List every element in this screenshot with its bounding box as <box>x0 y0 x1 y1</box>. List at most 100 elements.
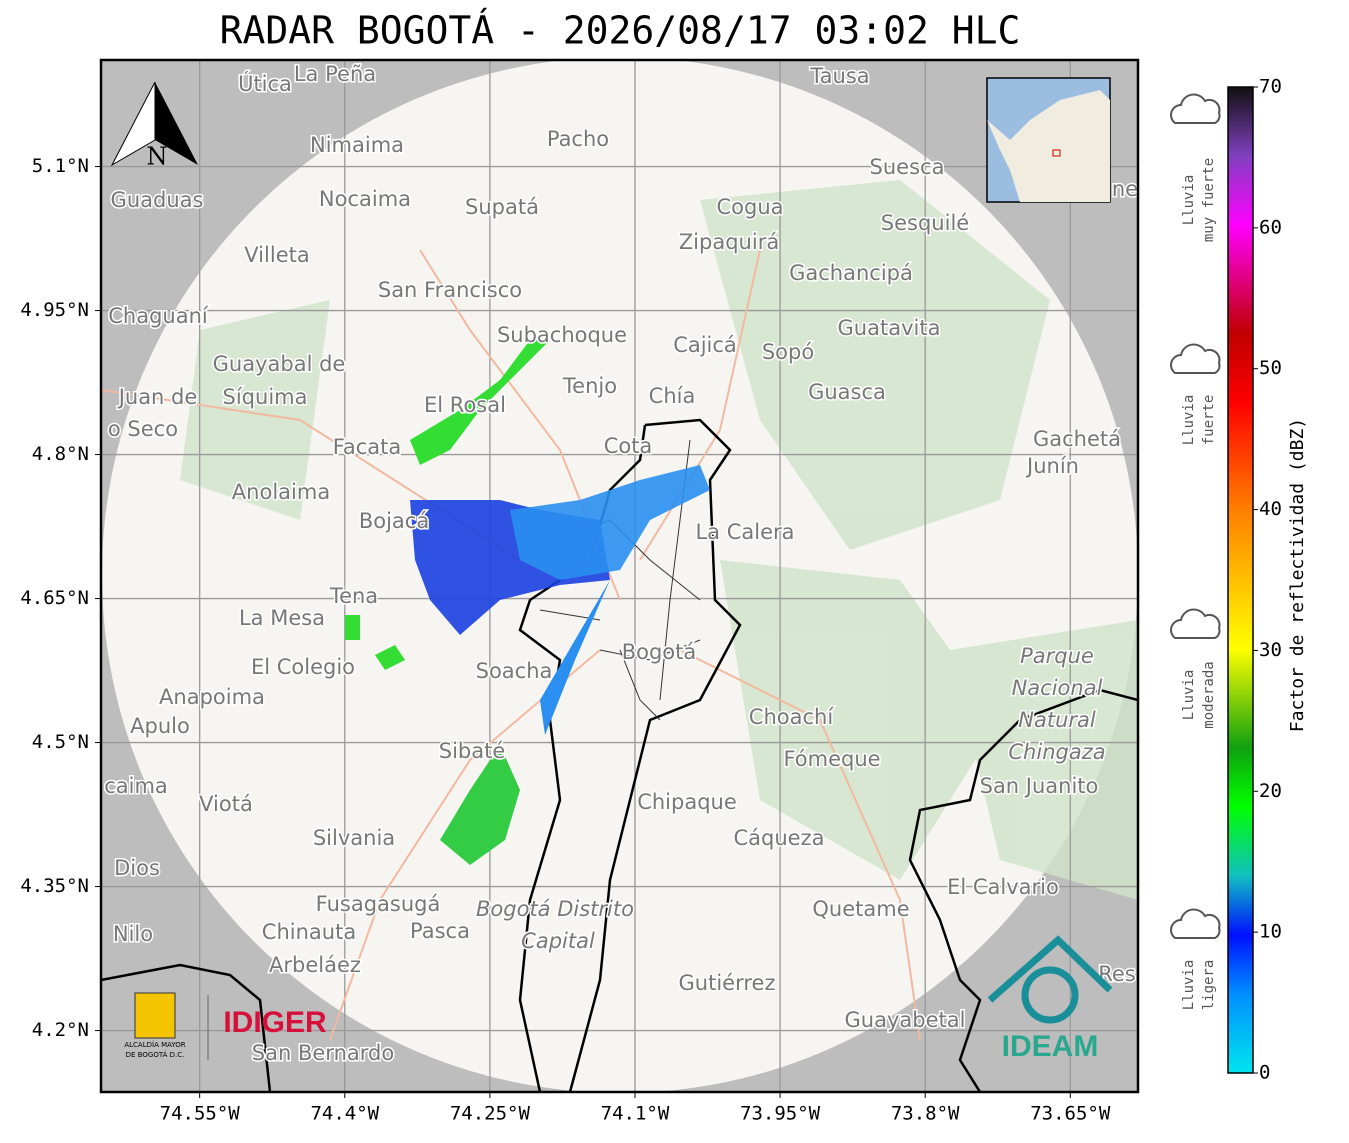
place-label: La Peña <box>294 62 376 86</box>
place-label: Síquima <box>223 385 308 409</box>
place-label: El Colegio <box>251 655 355 679</box>
category-label: ligera <box>1201 960 1217 1011</box>
place-label: Bogotá <box>622 640 697 664</box>
colorbar-label: Factor de reflectividad (dBZ) <box>1287 418 1308 732</box>
category-label: Lluvia <box>1181 175 1197 226</box>
category-label: moderada <box>1201 661 1217 728</box>
district-label: Capital <box>521 929 595 953</box>
category-label: muy fuerte <box>1201 158 1217 242</box>
place-label: Cogua <box>716 195 783 219</box>
y-tick-label: 4.65°N <box>20 587 89 609</box>
terrain <box>180 180 1138 900</box>
y-tick-label: 4.35°N <box>20 875 89 897</box>
axes: 74.55°W 74.4°W 74.25°W 74.1°W 73.95°W 73.8°W 7… <box>20 155 1111 1124</box>
colorbar-tick-label: 40 <box>1259 498 1282 520</box>
x-tick-label: 74.1°W <box>601 1103 670 1125</box>
place-label: Cajicá <box>673 333 737 357</box>
map-frame <box>99 58 1140 1094</box>
x-tick-label: 73.95°W <box>740 1103 821 1125</box>
place-label: Sesquilé <box>881 211 969 235</box>
category-label: Lluvia <box>1181 395 1197 446</box>
colorbar-tick-label: 20 <box>1259 780 1282 802</box>
radar-range <box>102 60 1138 1092</box>
place-label: Supatá <box>465 195 539 219</box>
ideam-logo: IDEAM <box>1002 1030 1099 1063</box>
place-label: Soacha <box>476 659 553 683</box>
inset-marker <box>1052 149 1061 157</box>
place-label: Gutiérrez <box>679 971 776 995</box>
x-tick-label: 74.4°W <box>310 1103 379 1125</box>
colorbar-tick-label: 60 <box>1259 216 1282 238</box>
place-label: Villeta <box>244 243 309 267</box>
place-label: El Calvario <box>947 875 1059 899</box>
ideam-roof <box>987 935 1113 1003</box>
place-label: Subachoque <box>497 323 627 347</box>
radar-echoes <box>345 340 710 865</box>
place-label: Facata <box>333 435 402 459</box>
place-label: La Calera <box>695 520 794 544</box>
place-label: Cáqueza <box>734 826 825 850</box>
place-label: Anolaima <box>232 480 330 504</box>
place-label: Viotá <box>199 792 253 816</box>
weather-icon <box>1170 608 1221 639</box>
place-label: Dios <box>114 856 160 880</box>
north-arrow-right <box>155 82 198 165</box>
place-label: Tena <box>329 584 378 608</box>
place-label: Guayabetal <box>845 1008 966 1032</box>
place-label: Sopó <box>762 340 814 364</box>
park-label: Chingaza <box>1008 740 1105 764</box>
place-label: Guaduas <box>111 188 204 212</box>
weather-icon <box>1170 343 1221 374</box>
place-label: Nilo <box>113 922 153 946</box>
place-label: o Seco <box>108 417 178 441</box>
place-label: Nocaima <box>319 187 411 211</box>
colorbar-tick-label: 0 <box>1259 1062 1270 1084</box>
place-label: Apulo <box>130 714 190 738</box>
place-label: Nimaima <box>310 133 404 157</box>
category-label: Lluvia <box>1181 670 1197 721</box>
alcaldia-text: DE BOGOTÁ D.C. <box>126 1050 185 1059</box>
colorbar-tick-label: 10 <box>1259 921 1282 943</box>
x-tick-label: 74.55°W <box>160 1103 241 1125</box>
y-tick-label: 4.2°N <box>32 1019 89 1041</box>
colorbar-tick-label: 70 <box>1259 76 1282 98</box>
place-label: Pasca <box>410 919 470 943</box>
x-tick-label: 73.8°W <box>891 1103 960 1125</box>
place-label: Útica <box>238 71 292 96</box>
place-label: Chía <box>649 384 696 408</box>
park-label: Nacional <box>1012 676 1103 700</box>
place-label: Chinauta <box>262 920 356 944</box>
place-label: El Rosal <box>424 393 506 417</box>
place-label: Anapoima <box>159 685 265 709</box>
title: RADAR BOGOTÁ - 2026/08/17 03:02 HLC <box>220 9 1021 53</box>
ideam-swirl <box>1021 966 1079 1024</box>
park-label: Natural <box>1018 708 1096 732</box>
place-label: Guatavita <box>838 316 941 340</box>
place-label: Gachetá <box>1033 427 1121 451</box>
place-label: San Francisco <box>378 278 522 302</box>
colorbar-tick-label: 50 <box>1259 357 1282 379</box>
borders <box>101 418 1138 1092</box>
y-tick-label: 4.5°N <box>32 731 89 753</box>
place-label: Choachí <box>749 705 835 729</box>
place-label: Guayabal de <box>213 352 346 376</box>
y-tick-label: 4.95°N <box>20 299 89 321</box>
x-tick-label: 73.65°W <box>1030 1103 1111 1125</box>
place-label: Gachancipá <box>789 261 913 285</box>
place-label: La Mesa <box>239 606 325 630</box>
place-label: Bojacá <box>359 509 429 533</box>
place-label: Pacho <box>547 127 609 151</box>
place-label: Chipaque <box>637 790 737 814</box>
place-label: Juan de <box>117 385 198 409</box>
place-label: San Juanito <box>980 774 1099 798</box>
place-labels: Útica La Peña Tausa Pacho Nimaima Suesca Guadu… <box>103 61 1138 1067</box>
place-label: Fusagasugá <box>316 892 441 916</box>
category-label: Lluvia <box>1181 960 1197 1011</box>
place-label: Tenjo <box>562 374 617 398</box>
place-label: Suesca <box>870 155 945 179</box>
colorbar-tick-label: 30 <box>1259 639 1282 661</box>
y-tick-label: 4.8°N <box>32 443 89 465</box>
place-label: Quetame <box>812 897 909 921</box>
